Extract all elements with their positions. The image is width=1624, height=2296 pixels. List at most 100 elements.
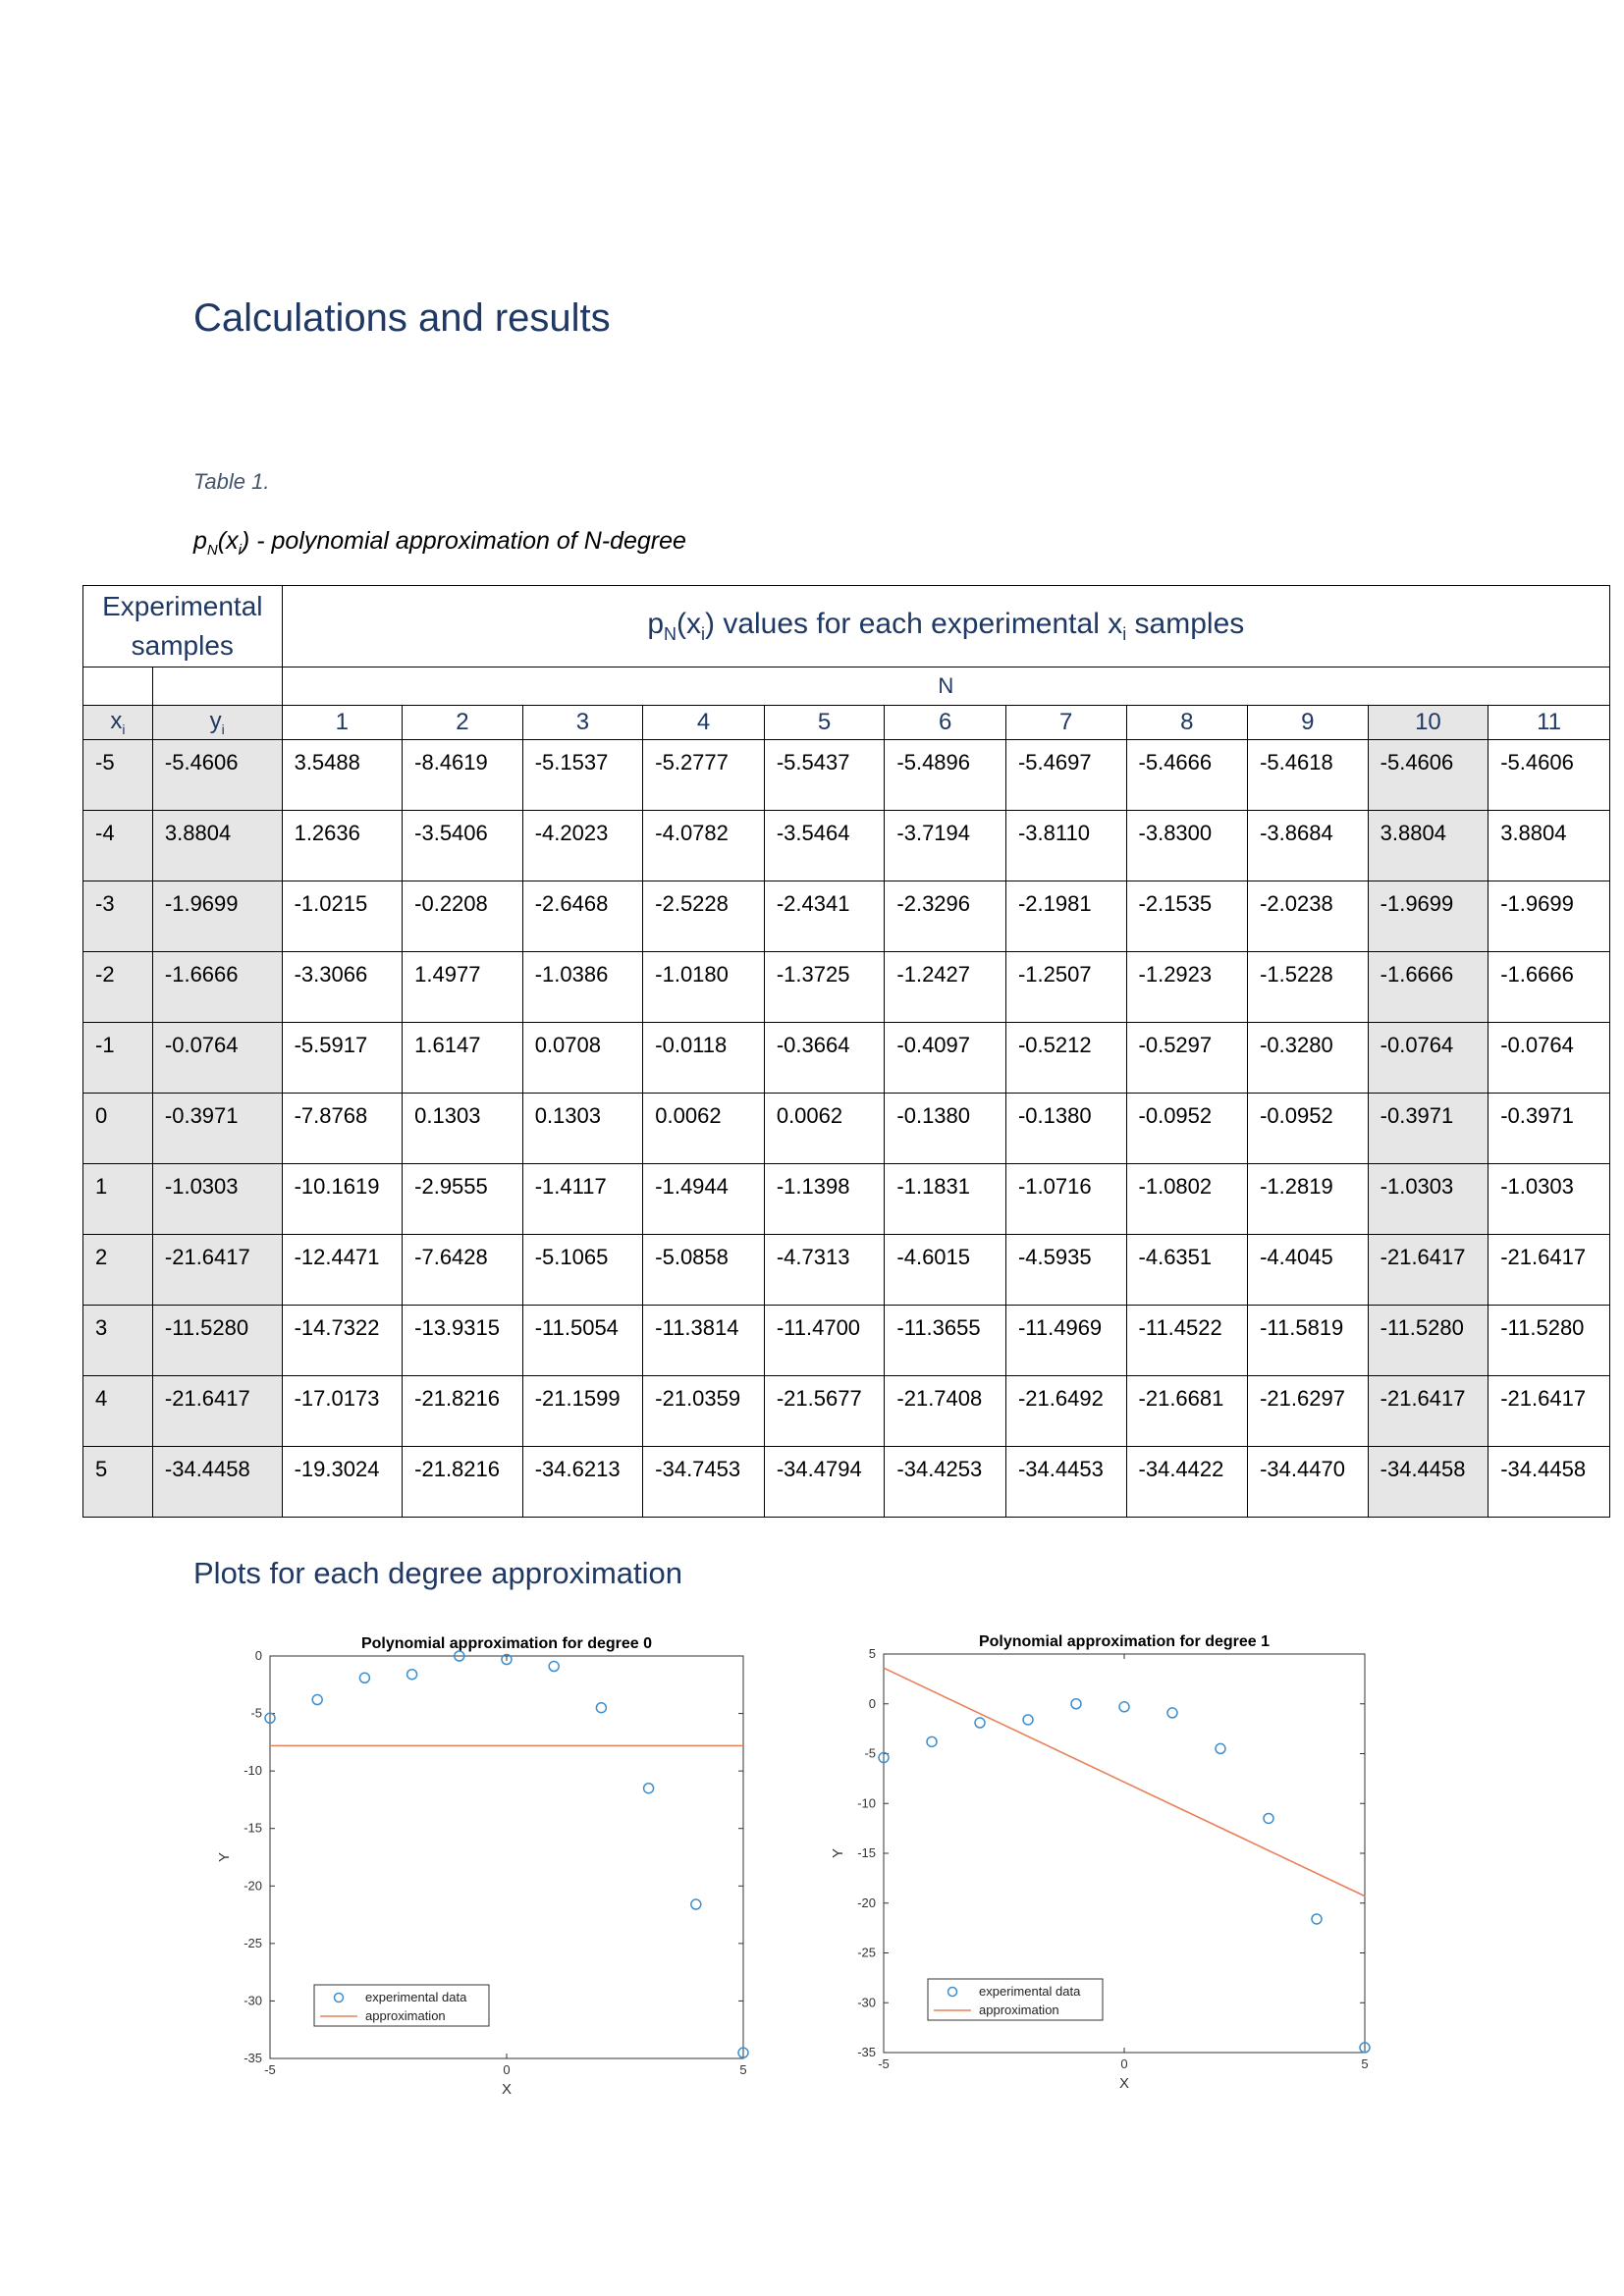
- x-tick-label: 5: [1361, 2056, 1368, 2071]
- approximation-cell: -21.1599: [521, 1375, 644, 1447]
- data-point: [1166, 1707, 1178, 1719]
- legend-label: approximation: [979, 2002, 1059, 2017]
- approximation-cell: -34.4458: [1488, 1446, 1610, 1518]
- y-value-cell: -11.5280: [151, 1305, 283, 1376]
- y-value-cell: -5.4606: [151, 739, 283, 811]
- degree-header: 4: [642, 705, 765, 740]
- x-tick-label: -5: [264, 2062, 276, 2077]
- y-tick-label: -5: [864, 1746, 876, 1761]
- x-value-cell: -4: [82, 810, 153, 881]
- approximation-cell: -5.2777: [642, 739, 765, 811]
- approximation-cell: 0.0062: [642, 1093, 765, 1164]
- approximation-cell: -1.3725: [763, 951, 886, 1023]
- table-row: -5 -5.4606 3.5488 -8.4619 -5.1537 -5.2777 -5.5…: [82, 739, 1610, 811]
- approximation-cell: -2.4341: [763, 881, 886, 952]
- approximation-cell: -21.0359: [642, 1375, 765, 1447]
- y-value-cell: -21.6417: [151, 1234, 283, 1306]
- approximation-cell: -3.8110: [1004, 810, 1127, 881]
- degree-header: 1: [281, 705, 404, 740]
- y-tick-label: -20: [244, 1878, 262, 1893]
- y-tick-label: -35: [857, 2045, 876, 2059]
- approximation-cell: -1.0215: [281, 881, 404, 952]
- data-point: [878, 1751, 890, 1764]
- y-axis-label: Y: [216, 1852, 233, 1862]
- y-tick-label: 5: [869, 1646, 876, 1661]
- table-subcaption: pN(xi) - polynomial approximation of N-d…: [193, 527, 686, 559]
- table-row: -3 -1.9699 -1.0215 -0.2208 -2.6468 -2.5228 -2.…: [82, 881, 1610, 952]
- approximation-cell: -34.4794: [763, 1446, 886, 1518]
- approximation-cell: -0.1380: [1004, 1093, 1127, 1164]
- approximation-cell: -5.4697: [1004, 739, 1127, 811]
- approximation-cell: -2.6468: [521, 881, 644, 952]
- data-point: [1022, 1714, 1034, 1726]
- data-point: [548, 1660, 560, 1673]
- approximation-cell: -2.0238: [1247, 881, 1369, 952]
- approximation-cell: -10.1619: [281, 1163, 404, 1235]
- approximation-cell: -2.3296: [884, 881, 1006, 952]
- approximation-cell: -0.5297: [1125, 1022, 1249, 1094]
- approximation-cell: -3.3066: [281, 951, 404, 1023]
- data-point: [642, 1782, 655, 1794]
- approximation-cell: -5.5917: [281, 1022, 404, 1094]
- legend-label: experimental data: [979, 1984, 1081, 1999]
- data-point: [1070, 1698, 1082, 1710]
- approximation-cell: -17.0173: [281, 1375, 404, 1447]
- approximation-cell: -21.6417: [1488, 1375, 1610, 1447]
- approximation-cell: -3.8300: [1125, 810, 1249, 881]
- approximation-cell: -5.5437: [763, 739, 886, 811]
- degree-header: 2: [402, 705, 523, 740]
- degree-header: 3: [521, 705, 644, 740]
- table-row: 1 -1.0303 -10.1619 -2.9555 -1.4117 -1.4944 -1.…: [82, 1163, 1610, 1235]
- approximation-cell: -1.4944: [642, 1163, 765, 1235]
- approximation-cell: -4.6015: [884, 1234, 1006, 1306]
- approximation-cell: -21.6492: [1004, 1375, 1127, 1447]
- legend-marker-swatch: [947, 1986, 958, 1998]
- approximation-cell: -5.4896: [884, 739, 1006, 811]
- approximation-cell: -34.4253: [884, 1446, 1006, 1518]
- approximation-cell: -5.4606: [1367, 739, 1489, 811]
- x-tick-label: 0: [503, 2062, 510, 2077]
- approximation-cell: -4.2023: [521, 810, 644, 881]
- approximation-cell: -21.8216: [402, 1375, 523, 1447]
- approximation-cell: -1.2427: [884, 951, 1006, 1023]
- approximation-cell: -11.5054: [521, 1305, 644, 1376]
- approximation-cell: -11.5819: [1247, 1305, 1369, 1376]
- x-tick-label: 0: [1120, 2056, 1127, 2071]
- approximation-cell: -1.1398: [763, 1163, 886, 1235]
- degree-header: 11: [1488, 705, 1610, 740]
- chart-degree-1: Polynomial approximation for degree 1 5 0 -…: [830, 1633, 1371, 2092]
- approximation-line: [883, 1667, 1366, 1897]
- approximation-cell: -1.0303: [1367, 1163, 1489, 1235]
- approximation-cell: -8.4619: [402, 739, 523, 811]
- data-point: [974, 1717, 986, 1729]
- approximation-cell: 3.5488: [281, 739, 404, 811]
- approximation-cell: -1.0386: [521, 951, 644, 1023]
- values-header: pN(xi) values for each experimental xi s…: [281, 585, 1611, 667]
- approximation-cell: -1.9699: [1367, 881, 1489, 952]
- approximation-cell: -7.8768: [281, 1093, 404, 1164]
- data-point: [311, 1693, 323, 1706]
- approximation-cell: -5.0858: [642, 1234, 765, 1306]
- data-point: [1263, 1812, 1274, 1825]
- degree-header: 5: [763, 705, 886, 740]
- degree-header: 8: [1125, 705, 1249, 740]
- approximation-cell: -4.4045: [1247, 1234, 1369, 1306]
- table-row: 3 -11.5280 -14.7322 -13.9315 -11.5054 -11.381…: [82, 1305, 1610, 1376]
- approximation-cell: -34.4453: [1004, 1446, 1127, 1518]
- chart-degree-0: Polynomial approximation for degree 0 0 -5…: [216, 1635, 749, 2098]
- x-value-cell: -2: [82, 951, 153, 1023]
- degree-header: 6: [884, 705, 1006, 740]
- data-point: [1118, 1701, 1130, 1713]
- approximation-cell: -21.6417: [1488, 1234, 1610, 1306]
- approximation-cell: -1.4117: [521, 1163, 644, 1235]
- y-tick-label: -25: [244, 1936, 262, 1950]
- legend-box: [313, 1984, 490, 2027]
- plots-heading: Plots for each degree approximation: [193, 1556, 683, 1590]
- approximation-cell: -0.0952: [1125, 1093, 1249, 1164]
- x-value-cell: 1: [82, 1163, 153, 1235]
- degree-header: 9: [1247, 705, 1369, 740]
- table-row: -1 -0.0764 -5.5917 1.6147 0.0708 -0.0118 -0.36…: [82, 1022, 1610, 1094]
- y-tick-label: -10: [244, 1763, 262, 1778]
- chart-title: Polynomial approximation for degree 1: [979, 1633, 1270, 1650]
- approximation-cell: -21.5677: [763, 1375, 886, 1447]
